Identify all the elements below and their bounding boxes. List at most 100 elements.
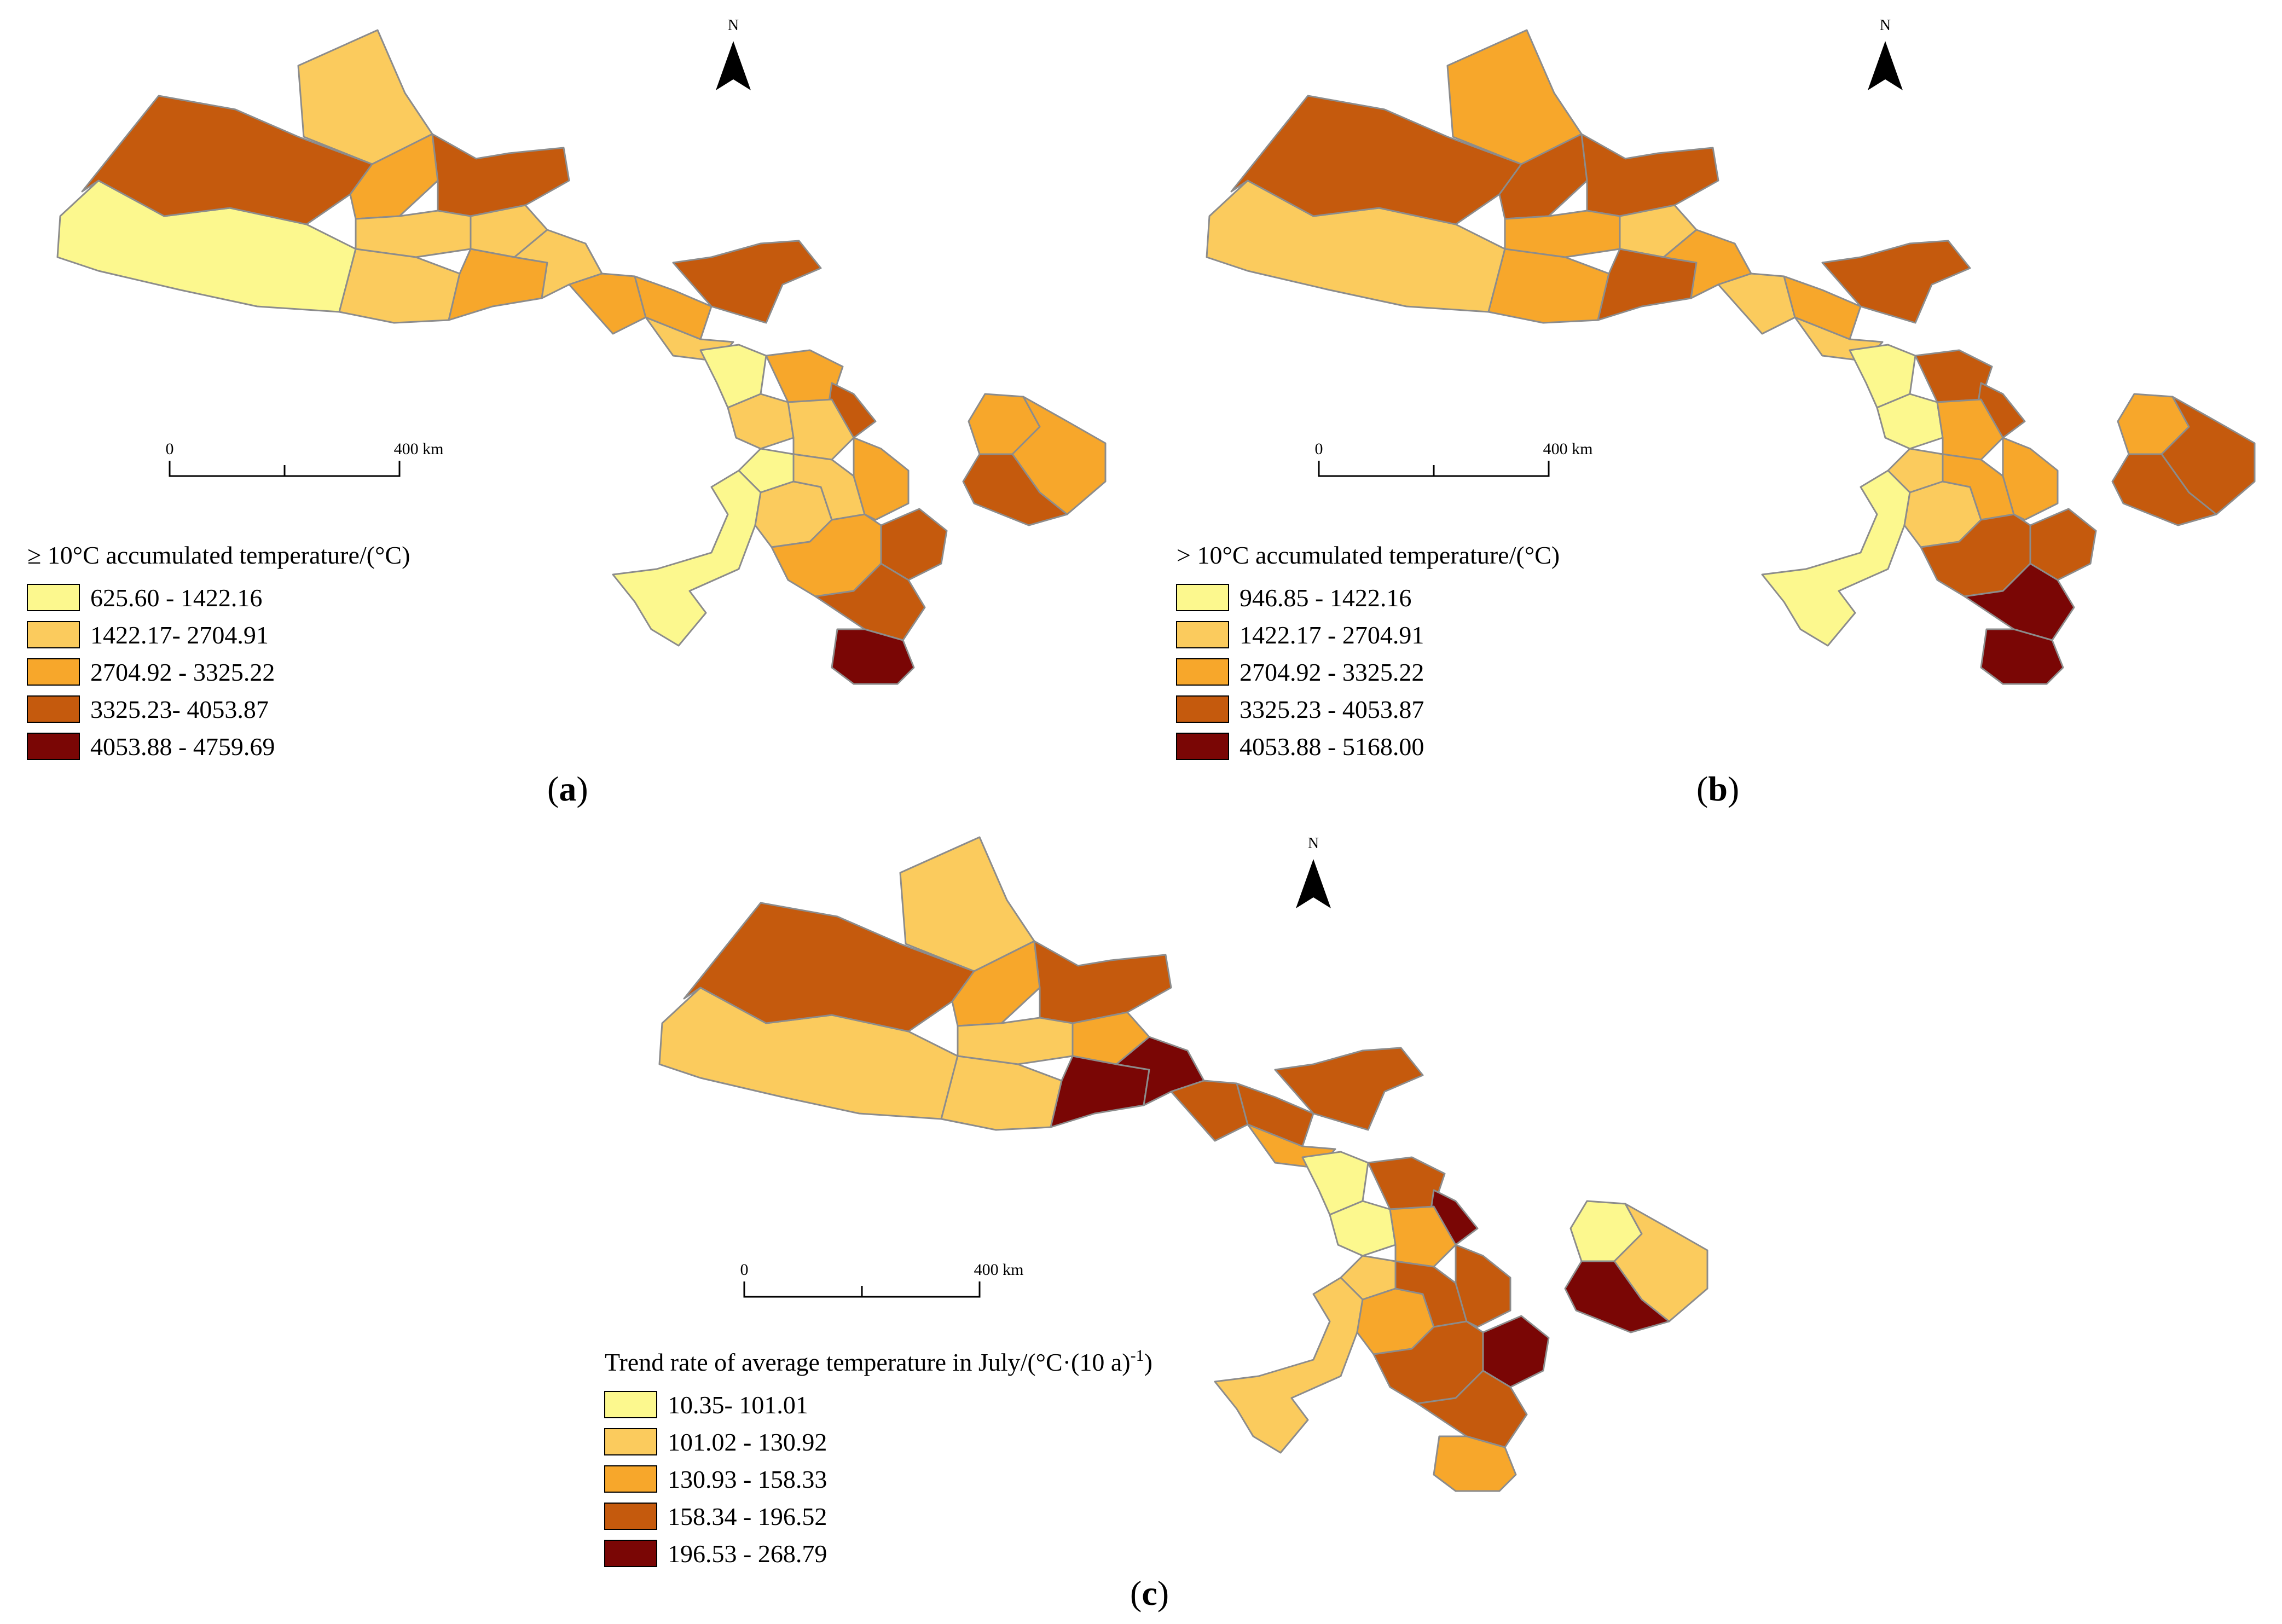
caption-a: (a) [547,769,588,808]
map-region [1115,1036,1205,1106]
legend-swatch [1176,695,1229,723]
legend-label: 158.34 - 196.52 [668,1503,827,1530]
legend-swatch [1176,621,1229,648]
map-region [1433,1435,1517,1492]
scale-end-a: 400 km [394,440,444,458]
legend-swatch [1176,733,1229,760]
north-arrow-icon [716,41,751,90]
legend-label: 1422.17 - 2704.91 [1240,621,1424,649]
map-region [513,229,603,299]
map-a-regions [56,29,1107,685]
map-region [957,1017,1074,1065]
map-region [1214,1277,1364,1454]
map-region [568,272,647,335]
legend-label: 3325.23- 4053.87 [90,695,269,723]
scale-start-c: 0 [740,1261,749,1279]
caption-b: (b) [1696,769,1740,808]
map-region [831,628,915,685]
map-region [1914,349,1993,403]
panel-b: N 0 400 km > 10°C accumulated temperatur… [1176,17,2256,761]
scale-end-c: 400 km [974,1261,1024,1279]
legend-swatch [604,1503,657,1530]
map-region [1033,940,1172,1024]
map-region [1920,513,2031,598]
legend-a: ≥ 10°C accumulated temperature/(°C) 625.… [27,541,410,761]
map-region [672,240,822,324]
legend-swatch [604,1428,657,1455]
legend-swatch [27,733,80,760]
map-region [2111,453,2217,526]
map-region [1717,272,1796,335]
legend-swatch [1176,658,1229,686]
map-region [853,437,910,521]
map-region [355,210,472,258]
map-region [1564,1260,1670,1333]
legend-label: 4053.88 - 4759.69 [90,733,275,761]
map-region [1663,229,1752,299]
map-region [338,248,461,324]
legend-title-a: ≥ 10°C accumulated temperature/(°C) [27,541,410,569]
map-region [2002,437,2059,521]
panel-c: N 0 400 km Trend rate of average tempera… [604,835,1708,1568]
scale-bar-a: 0 400 km [166,440,444,477]
map-region [612,469,762,647]
scale-bar-b: 0 400 km [1315,440,1593,477]
north-arrow-icon [1296,859,1331,908]
scale-start-b: 0 [1315,440,1323,458]
legend-label: 2704.92 - 3325.22 [90,658,275,686]
legend-label: 130.93 - 158.33 [668,1465,827,1493]
legend-label: 10.35- 101.01 [668,1391,808,1419]
legend-label: 946.85 - 1422.16 [1240,584,1411,612]
north-arrow-b: N [1868,17,1903,90]
scale-end-b: 400 km [1543,440,1593,458]
legend-label: 101.02 - 130.92 [668,1428,827,1456]
map-region [1783,275,1862,340]
map-c-regions [658,836,1708,1492]
legend-swatch [27,584,80,611]
map-region [1821,240,1971,324]
legend-b: > 10°C accumulated temperature/(°C) 946.… [1176,541,1560,761]
map-region [771,513,882,598]
legend-swatch [1176,584,1229,611]
north-label-b: N [1880,17,1891,34]
legend-swatch [604,1540,657,1567]
legend-swatch [27,621,80,648]
legend-label: 196.53 - 268.79 [668,1540,827,1568]
scale-start-a: 0 [166,440,174,458]
legend-label: 2704.92 - 3325.22 [1240,658,1424,686]
map-region [1761,469,1911,647]
legend-label: 1422.17- 2704.91 [90,621,269,649]
north-arrow-a: N [716,17,751,90]
map-region [431,133,570,217]
map-region [1367,1156,1446,1210]
map-region [1372,1320,1484,1405]
map-region [1274,1047,1424,1131]
legend-swatch [27,695,80,723]
map-region [634,275,713,340]
legend-swatch [604,1391,657,1418]
caption-c: (c) [1130,1574,1169,1613]
legend-title-c: Trend rate of average temperature in Jul… [605,1347,1152,1376]
legend-label: 4053.88 - 5168.00 [1240,733,1424,761]
north-arrow-icon [1868,41,1903,90]
map-region [765,349,844,403]
legend-swatch [604,1465,657,1493]
map-region [1487,248,1610,324]
map-region [1170,1080,1249,1142]
legend-swatch [27,658,80,686]
map-region [962,453,1068,526]
legend-c: Trend rate of average temperature in Jul… [604,1347,1152,1568]
map-region [940,1055,1063,1131]
north-label-a: N [728,17,739,34]
map-region [1236,1082,1314,1147]
panel-a: N 0 400 km ≥ 10°C accumulated temperatur… [27,17,1107,761]
north-arrow-c: N [1296,835,1331,908]
north-label-c: N [1308,835,1319,852]
scale-bar-c: 0 400 km [740,1261,1024,1298]
map-b-regions [1206,29,2256,685]
legend-title-b: > 10°C accumulated temperature/(°C) [1177,541,1560,569]
legend-label: 625.60 - 1422.16 [90,584,262,612]
legend-label: 3325.23 - 4053.87 [1240,695,1424,723]
map-region [1504,210,1621,258]
